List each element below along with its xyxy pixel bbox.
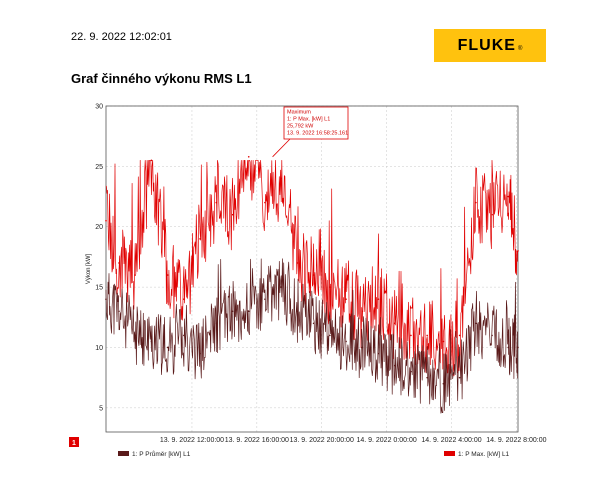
y-tick-label: 5 (99, 405, 103, 412)
x-tick-label: 14. 9. 2022 4:00:00 (421, 437, 481, 444)
x-tick-label: 13. 9. 2022 12:00:00 (160, 437, 224, 444)
plot-area-frame (105, 105, 519, 433)
series-point (426, 334, 428, 337)
marker-box[interactable] (69, 437, 79, 447)
y-axis-label: Výkon [kW] (86, 253, 92, 284)
y-axis: 5 10 15 20 25 30 (95, 104, 103, 413)
legend-swatch (118, 451, 129, 456)
y-tick-label: 15 (95, 285, 103, 292)
callout-box (283, 106, 349, 140)
callout-text: 1: P Max. [kW] L1 (287, 117, 330, 123)
marker-1[interactable]: 1 (69, 437, 79, 447)
avg-series-line (105, 258, 518, 414)
callout-text: 25,792 kW (287, 124, 314, 130)
legend-label: 1: P Max. [kW] L1 (458, 451, 510, 458)
callout-text: 13. 9. 2022 16:58:25.161 (287, 131, 348, 137)
marker-label: 1 (72, 440, 76, 447)
x-tick-label: 14. 9. 2022 0:00:00 (356, 437, 416, 444)
x-axis: 13. 9. 2022 12:00:00 13. 9. 2022 16:00:00… (160, 437, 547, 444)
series-point (105, 219, 107, 222)
series-point (458, 376, 461, 379)
report-timestamp: 22. 9. 2022 12:02:01 (71, 31, 172, 43)
y-tick-label: 10 (95, 345, 103, 352)
legend-swatch (444, 451, 455, 456)
y-tick-label: 30 (95, 104, 103, 111)
x-tick-label: 13. 9. 2022 20:00:00 (290, 437, 354, 444)
x-tick-label: 14. 9. 2022 8:00:00 (486, 437, 546, 444)
y-tick-label: 20 (95, 224, 103, 231)
legend-label: 1: P Průměr [kW] L1 (132, 450, 191, 458)
series-point (247, 156, 250, 158)
series-point (231, 213, 234, 216)
series-point (458, 334, 461, 337)
series-point (410, 334, 412, 337)
x-tick-label: 13. 9. 2022 16:00:00 (225, 437, 289, 444)
chart-title: Graf činného výkonu RMS L1 (71, 71, 252, 86)
chart-legend: 1: P Průměr [kW] L1 1: P Max. [kW] L1 (118, 450, 510, 458)
series-point (329, 334, 331, 337)
logo-text: FLUKE (457, 36, 516, 54)
series-lines (105, 156, 519, 414)
callout-leader (272, 138, 291, 158)
fluke-logo: FLUKE ® (434, 29, 546, 62)
registered-mark: ® (517, 45, 523, 52)
max-series-line (105, 159, 518, 377)
y-tick-label: 25 (95, 164, 103, 171)
callout-text: Maximum (287, 110, 311, 116)
